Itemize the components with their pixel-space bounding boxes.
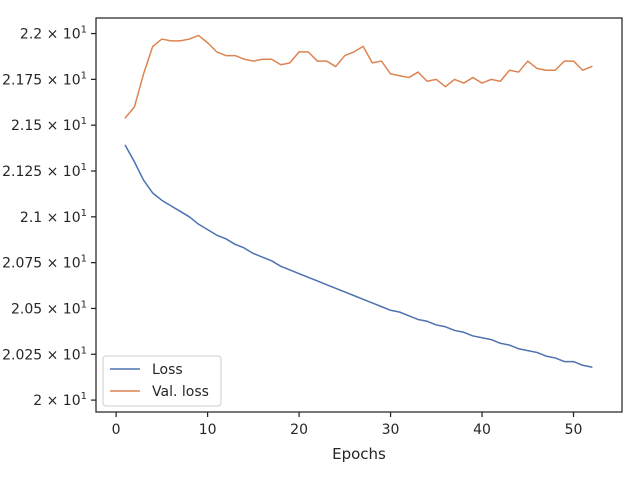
y-tick-label: 2 × 101	[33, 391, 87, 409]
legend: Loss Val. loss	[102, 355, 222, 407]
series-line-loss	[124, 144, 593, 368]
y-tick-label: 2.15 × 101	[11, 116, 87, 134]
x-axis: 0 10 20 30 40 50	[112, 412, 583, 438]
x-tick-label: 50	[565, 422, 583, 438]
y-tick-label: 2.2 × 101	[20, 25, 87, 43]
y-tick-label: 2.175 × 101	[2, 70, 87, 88]
series-layer	[124, 34, 593, 368]
legend-label-loss: Loss	[152, 362, 183, 378]
y-tick-label: 2.05 × 101	[11, 299, 87, 317]
y-axis: 2 × 101 2.025 × 101 2.05 × 101 2.075 × 101 2…	[2, 25, 96, 409]
x-tick-label: 20	[290, 422, 308, 438]
y-tick-label: 2.025 × 101	[2, 345, 87, 363]
axes-frame	[95, 17, 623, 413]
x-tick-label: 0	[112, 422, 121, 438]
y-tick-label: 2.1 × 101	[20, 208, 87, 226]
x-axis-title: Epochs	[332, 445, 386, 463]
y-tick-label: 2.075 × 101	[2, 254, 87, 272]
y-tick-label: 2.125 × 101	[2, 162, 87, 180]
x-tick-label: 40	[473, 422, 491, 438]
axes-background	[96, 18, 622, 412]
x-tick-label: 10	[199, 422, 217, 438]
plot-area	[95, 17, 623, 413]
legend-label-val-loss: Val. loss	[152, 384, 209, 400]
x-tick-label: 30	[382, 422, 400, 438]
series-line-val-loss	[124, 34, 593, 119]
